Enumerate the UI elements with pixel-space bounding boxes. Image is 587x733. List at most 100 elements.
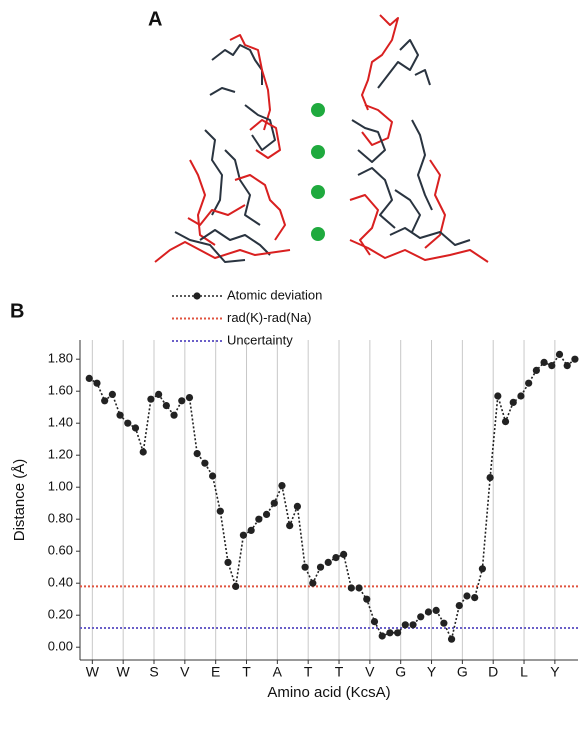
data-point	[294, 503, 301, 510]
data-point	[386, 629, 393, 636]
y-tick-label: 1.80	[48, 351, 73, 366]
x-tick-label: D	[488, 664, 498, 680]
x-tick-label: V	[180, 664, 190, 680]
x-tick-label: S	[149, 664, 158, 680]
molecular-structure	[155, 15, 488, 262]
data-point	[86, 375, 93, 382]
data-point	[471, 594, 478, 601]
figure: A B W W S V E T A T T V G Y G D L Y 0.00 0.20 0.40 0.60 0.80…	[0, 0, 587, 733]
y-tick-label: 0.00	[48, 639, 73, 654]
data-point	[325, 559, 332, 566]
x-tick-label: W	[86, 664, 100, 680]
data-point	[186, 394, 193, 401]
data-point	[93, 380, 100, 387]
y-tick-label: 0.60	[48, 543, 73, 558]
data-point	[255, 516, 262, 523]
data-point	[425, 608, 432, 615]
x-tick-label: T	[242, 664, 251, 680]
x-tick-label: A	[273, 664, 283, 680]
y-axis-label: Distance (Å)	[11, 459, 28, 542]
data-point	[548, 362, 555, 369]
data-point	[109, 391, 116, 398]
y-tick-label: 1.20	[48, 447, 73, 462]
data-point	[433, 607, 440, 614]
data-point	[155, 391, 162, 398]
panel-label: A	[148, 8, 162, 30]
x-tick-label: V	[365, 664, 375, 680]
x-tick-label: W	[117, 664, 131, 680]
data-point	[463, 592, 470, 599]
legend-label: Uncertainty	[227, 332, 293, 347]
data-point	[217, 508, 224, 515]
y-tick-label: 0.40	[48, 575, 73, 590]
data-point	[556, 351, 563, 358]
x-tick-label: G	[457, 664, 468, 680]
data-point	[417, 613, 424, 620]
data-point	[448, 636, 455, 643]
data-point	[302, 564, 309, 571]
y-tick-label: 1.00	[48, 479, 73, 494]
y-tick-label: 1.60	[48, 383, 73, 398]
data-point	[140, 448, 147, 455]
data-point	[340, 551, 347, 558]
data-point	[363, 596, 370, 603]
data-point	[409, 621, 416, 628]
x-tick-label: L	[520, 664, 528, 680]
y-tick-label: 1.40	[48, 415, 73, 430]
x-tick-label: Y	[427, 664, 437, 680]
data-point	[240, 532, 247, 539]
data-point	[348, 584, 355, 591]
data-point	[132, 424, 139, 431]
data-point	[232, 583, 239, 590]
data-point	[271, 500, 278, 507]
data-point	[163, 402, 170, 409]
data-point	[502, 418, 509, 425]
x-tick-label: G	[395, 664, 406, 680]
data-point	[278, 482, 285, 489]
data-point	[263, 511, 270, 518]
legend-label: Atomic deviation	[227, 287, 322, 302]
data-point	[533, 367, 540, 374]
data-point	[571, 356, 578, 363]
data-point	[116, 412, 123, 419]
data-point	[178, 397, 185, 404]
x-tick-label: Y	[550, 664, 560, 680]
data-point	[517, 392, 524, 399]
data-point	[101, 397, 108, 404]
x-tick-label: E	[211, 664, 220, 680]
x-tick-label: T	[304, 664, 313, 680]
data-point	[394, 629, 401, 636]
data-point	[309, 580, 316, 587]
data-point	[209, 472, 216, 479]
data-point	[194, 450, 201, 457]
data-point	[332, 554, 339, 561]
x-tick-label: T	[335, 664, 344, 680]
legend-swatch	[193, 292, 200, 299]
data-point	[201, 460, 208, 467]
data-point	[564, 362, 571, 369]
data-point	[510, 399, 517, 406]
data-point	[147, 396, 154, 403]
data-point	[371, 618, 378, 625]
panel-label: B	[10, 300, 24, 322]
data-point	[224, 559, 231, 566]
data-point	[487, 474, 494, 481]
data-point	[525, 380, 532, 387]
data-point	[479, 565, 486, 572]
data-point	[402, 621, 409, 628]
data-point	[124, 420, 131, 427]
data-point	[540, 359, 547, 366]
data-point	[286, 522, 293, 529]
y-tick-label: 0.20	[48, 607, 73, 622]
data-point	[456, 602, 463, 609]
data-point	[440, 620, 447, 627]
data-point	[355, 584, 362, 591]
data-point	[170, 412, 177, 419]
data-point	[248, 527, 255, 534]
data-line	[89, 354, 575, 639]
data-point	[317, 564, 324, 571]
x-axis-label: Amino acid (KcsA)	[267, 684, 390, 701]
data-point	[379, 632, 386, 639]
data-point	[494, 392, 501, 399]
y-tick-label: 0.80	[48, 511, 73, 526]
